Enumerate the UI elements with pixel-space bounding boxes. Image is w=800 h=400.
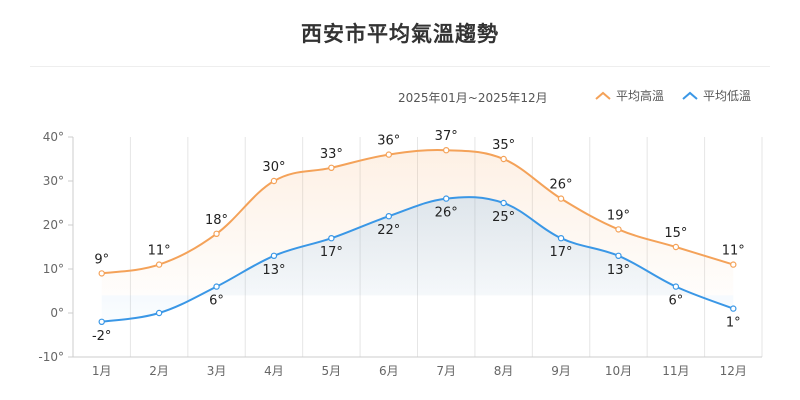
point-high-3 [270, 177, 278, 185]
data-label-low-5: 22° [377, 223, 400, 238]
data-label-high-0: 9° [94, 252, 109, 267]
data-label-high-9: 19° [607, 208, 630, 223]
data-label-high-7: 35° [492, 138, 515, 153]
data-label-high-11: 11° [722, 244, 745, 259]
point-low-11 [730, 305, 737, 312]
x-tick-label-1: 2月 [149, 364, 169, 378]
x-tick-label-11: 12月 [720, 364, 747, 378]
point-high-11 [730, 261, 737, 268]
point-high-8 [557, 195, 565, 202]
x-tick-label-10: 11月 [662, 364, 689, 378]
point-low-0 [98, 318, 105, 325]
point-low-9 [615, 252, 622, 259]
area-low [101, 197, 734, 322]
x-tick-label-3: 4月 [264, 364, 284, 378]
data-label-high-1: 11° [148, 244, 171, 259]
x-tick-label-9: 10月 [605, 364, 632, 378]
data-label-low-9: 13° [607, 263, 630, 278]
chart-title: 西安市平均氣溫趨勢 [301, 22, 499, 46]
title-divider [30, 66, 770, 67]
data-label-low-2: 6° [209, 294, 224, 309]
y-tick-label-5: 40° [43, 130, 64, 144]
data-label-low-3: 13° [262, 263, 285, 278]
legend-item-high[interactable]: 平均高溫 [595, 87, 664, 104]
point-high-4 [328, 164, 335, 171]
x-tick-label-6: 7月 [436, 364, 456, 378]
point-low-5 [385, 212, 392, 220]
legend-swatch-high [595, 91, 611, 100]
point-low-1 [155, 309, 163, 317]
data-label-high-2: 18° [205, 213, 228, 228]
point-high-1 [155, 261, 163, 268]
data-label-low-0: -2° [92, 329, 111, 344]
data-label-high-8: 26° [550, 178, 573, 193]
legend: 平均高溫 平均低溫 [595, 87, 751, 104]
legend-label-high: 平均高溫 [616, 89, 665, 103]
x-tick-label-5: 6月 [379, 364, 399, 378]
data-label-high-4: 33° [320, 147, 343, 162]
data-label-high-10: 15° [664, 226, 687, 241]
point-low-3 [270, 252, 278, 259]
x-tick-label-2: 3月 [207, 364, 227, 378]
point-low-10 [672, 283, 680, 290]
data-label-low-10: 6° [668, 294, 683, 309]
data-label-high-3: 30° [262, 160, 285, 175]
data-label-low-8: 17° [550, 245, 573, 260]
y-tick-label-2: 10° [43, 262, 64, 276]
legend-swatch-low [682, 91, 698, 100]
point-low-6 [443, 195, 450, 202]
legend-label-low: 平均低溫 [703, 89, 752, 103]
point-high-9 [615, 226, 622, 233]
point-low-7 [500, 199, 507, 207]
point-high-10 [672, 243, 680, 251]
data-label-low-6: 26° [435, 206, 458, 221]
x-tick-label-0: 1月 [92, 364, 112, 378]
point-high-5 [385, 151, 392, 158]
x-tick-label-4: 5月 [322, 364, 342, 378]
data-label-low-11: 1° [726, 316, 741, 331]
x-tick-label-7: 8月 [494, 364, 514, 378]
point-low-8 [557, 234, 565, 242]
date-range: 2025年01月~2025年12月 [398, 91, 548, 105]
data-label-high-6: 37° [435, 129, 458, 144]
y-tick-label-1: 0° [50, 306, 64, 320]
data-label-low-7: 25° [492, 210, 515, 225]
legend-item-low[interactable]: 平均低溫 [682, 87, 751, 104]
y-tick-label-0: -10° [38, 350, 64, 364]
y-tick-label-4: 30° [43, 174, 64, 188]
point-high-0 [98, 270, 105, 277]
point-high-7 [500, 155, 507, 163]
point-low-2 [213, 283, 220, 290]
point-high-6 [443, 146, 450, 154]
y-tick-label-3: 20° [43, 218, 64, 232]
x-tick-label-8: 9月 [551, 364, 571, 378]
data-label-low-4: 17° [320, 245, 343, 260]
data-label-high-5: 36° [377, 134, 400, 149]
point-low-4 [328, 234, 335, 242]
point-high-2 [213, 230, 220, 237]
